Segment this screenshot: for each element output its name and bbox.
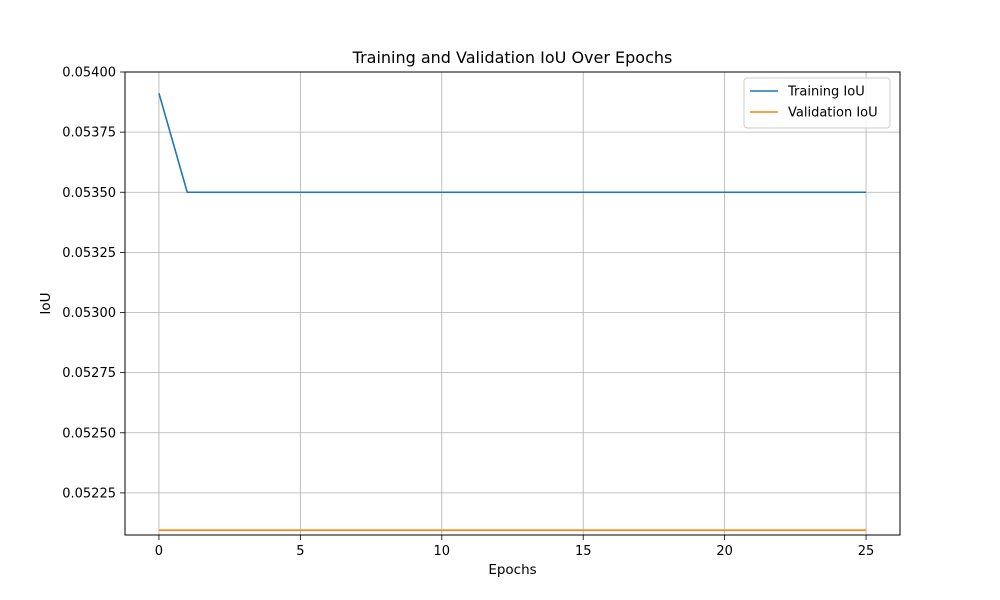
x-tick-label: 5 xyxy=(296,544,304,559)
y-tick-label: 0.05250 xyxy=(62,426,116,441)
y-tick-label: 0.05325 xyxy=(62,246,116,261)
x-tick-label: 25 xyxy=(858,544,875,559)
y-tick-label: 0.05300 xyxy=(62,306,116,321)
x-tick-label: 10 xyxy=(434,544,451,559)
y-tick-label: 0.05225 xyxy=(62,486,116,501)
series-layer xyxy=(158,92,867,531)
y-tick-label: 0.05350 xyxy=(62,186,116,201)
x-tick-label: 20 xyxy=(716,544,733,559)
legend-box xyxy=(743,77,891,129)
legend-label: Training IoU xyxy=(787,85,865,100)
series-line-training-iou xyxy=(158,92,867,194)
plot-frame xyxy=(124,71,901,536)
chart-title: Training and Validation IoU Over Epochs xyxy=(352,48,673,67)
x-axis-label: Epochs xyxy=(488,562,536,578)
x-tick-label: 15 xyxy=(575,544,592,559)
y-tick-label: 0.05275 xyxy=(62,366,116,381)
legend-label: Validation IoU xyxy=(788,106,878,121)
y-tick-label: 0.05400 xyxy=(62,66,116,81)
x-tick-label: 0 xyxy=(155,544,163,559)
tick-layer: 0 5 10 15 20 25 0.05225 0.05250 0.05275 0.05300 0.… xyxy=(62,66,874,560)
legend: Training IoU Validation IoU xyxy=(743,77,891,129)
y-axis-label: IoU xyxy=(38,292,54,314)
y-tick-label: 0.05375 xyxy=(62,126,116,141)
